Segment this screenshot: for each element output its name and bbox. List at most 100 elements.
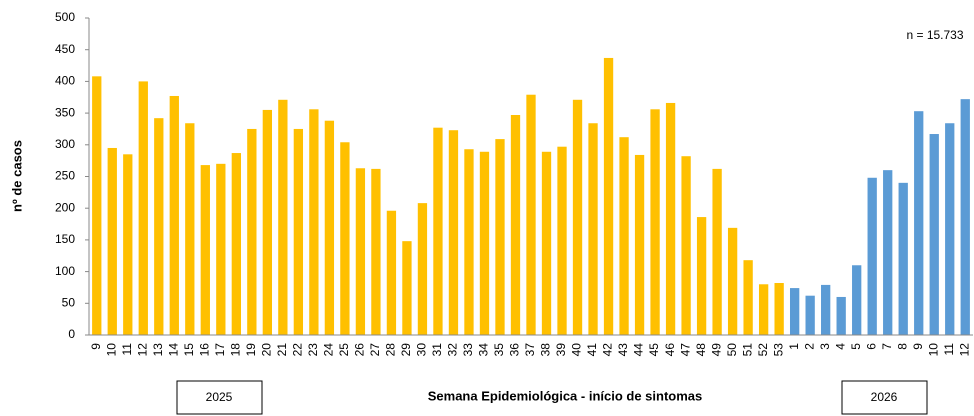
bar	[557, 146, 567, 335]
bar	[402, 241, 412, 335]
x-tick-label: 11	[942, 343, 956, 356]
x-tick-label: 28	[384, 343, 398, 357]
x-tick-label: 9	[89, 343, 103, 350]
x-tick-label: 52	[756, 343, 770, 357]
bar	[588, 123, 598, 335]
bar	[216, 163, 226, 335]
x-tick-label: 42	[601, 343, 615, 357]
bar	[836, 296, 846, 335]
x-tick-label: 23	[306, 343, 320, 357]
year-box	[176, 380, 263, 415]
bar	[883, 170, 893, 335]
y-tick-label: 300	[55, 137, 75, 151]
y-axis-title: nº de casos	[9, 140, 24, 212]
bar	[386, 210, 397, 335]
x-tick-label: 17	[213, 343, 227, 357]
x-tick-label: 24	[322, 343, 336, 357]
x-tick-label: 40	[570, 343, 584, 357]
x-tick-label: 26	[353, 343, 367, 357]
x-tick-label: 16	[197, 343, 211, 357]
bar	[495, 139, 505, 335]
bar	[371, 168, 381, 335]
x-tick-label: 25	[337, 343, 351, 357]
x-tick-label: 22	[291, 343, 305, 357]
x-tick-label: 1	[787, 343, 801, 350]
bar	[758, 284, 769, 335]
bar	[650, 109, 660, 336]
bar	[185, 123, 195, 335]
x-axis-title: Semana Epidemiológica - início de sintom…	[428, 388, 703, 403]
x-tick-label: 53	[771, 343, 785, 357]
bar	[231, 153, 241, 335]
bar	[743, 260, 753, 335]
bar	[603, 57, 614, 335]
bar	[355, 168, 366, 335]
x-tick-label: 50	[725, 343, 739, 357]
bar	[929, 134, 939, 335]
bar	[867, 177, 877, 335]
bar	[448, 130, 459, 335]
bar	[107, 147, 117, 335]
x-tick-label: 31	[430, 343, 444, 357]
x-tick-label: 46	[663, 343, 677, 357]
x-tick-label: 10	[104, 343, 118, 357]
bar	[479, 151, 490, 335]
x-tick-label: 9	[911, 343, 925, 350]
x-tick-label: 43	[616, 343, 630, 357]
x-tick-label: 5	[849, 343, 863, 350]
bar	[619, 137, 629, 335]
x-tick-label: 12	[135, 343, 149, 357]
x-tick-label: 44	[632, 343, 646, 357]
bar	[572, 99, 583, 335]
x-tick-label: 14	[166, 343, 180, 357]
bar	[510, 115, 521, 335]
bar	[464, 149, 474, 335]
x-tick-label: 4	[833, 343, 847, 350]
x-tick-label: 12	[957, 343, 971, 357]
year-box	[841, 380, 928, 415]
bar	[665, 102, 676, 336]
bar	[960, 99, 970, 335]
y-tick-label: 250	[55, 169, 75, 183]
x-tick-label: 39	[554, 343, 568, 357]
x-tick-label: 19	[244, 343, 258, 357]
bar	[278, 99, 288, 335]
bar	[309, 109, 319, 336]
x-tick-label: 6	[864, 343, 878, 350]
bar	[433, 127, 443, 335]
bar	[789, 288, 800, 335]
y-tick-label: 100	[55, 264, 75, 278]
bar	[262, 109, 273, 336]
bar	[712, 168, 722, 335]
x-tick-label: 41	[585, 343, 599, 357]
bar	[945, 123, 955, 335]
bar	[805, 295, 815, 335]
x-tick-label: 35	[492, 343, 506, 357]
x-tick-label: 20	[260, 343, 274, 357]
bar	[340, 142, 350, 335]
x-tick-label: 3	[818, 343, 832, 350]
x-tick-label: 33	[461, 343, 475, 357]
x-tick-label: 36	[508, 343, 522, 357]
y-tick-label: 150	[55, 232, 75, 246]
bar	[727, 227, 738, 335]
bar	[681, 156, 691, 335]
y-tick-label: 350	[55, 105, 75, 119]
y-tick-label: 450	[55, 42, 75, 56]
x-tick-label: 37	[523, 343, 537, 357]
bar	[92, 76, 102, 335]
y-tick-label: 0	[68, 327, 75, 341]
bar	[123, 154, 133, 335]
x-tick-label: 48	[694, 343, 708, 357]
bar	[774, 283, 784, 335]
bar	[852, 265, 862, 335]
x-tick-label: 18	[229, 343, 243, 357]
bar	[169, 95, 179, 336]
bar	[914, 111, 924, 335]
x-tick-label: 38	[539, 343, 553, 357]
x-tick-label: 51	[740, 343, 754, 357]
y-tick-label: 500	[55, 10, 75, 24]
bar	[324, 120, 335, 335]
bar	[821, 284, 831, 335]
x-tick-label: 30	[415, 343, 429, 357]
